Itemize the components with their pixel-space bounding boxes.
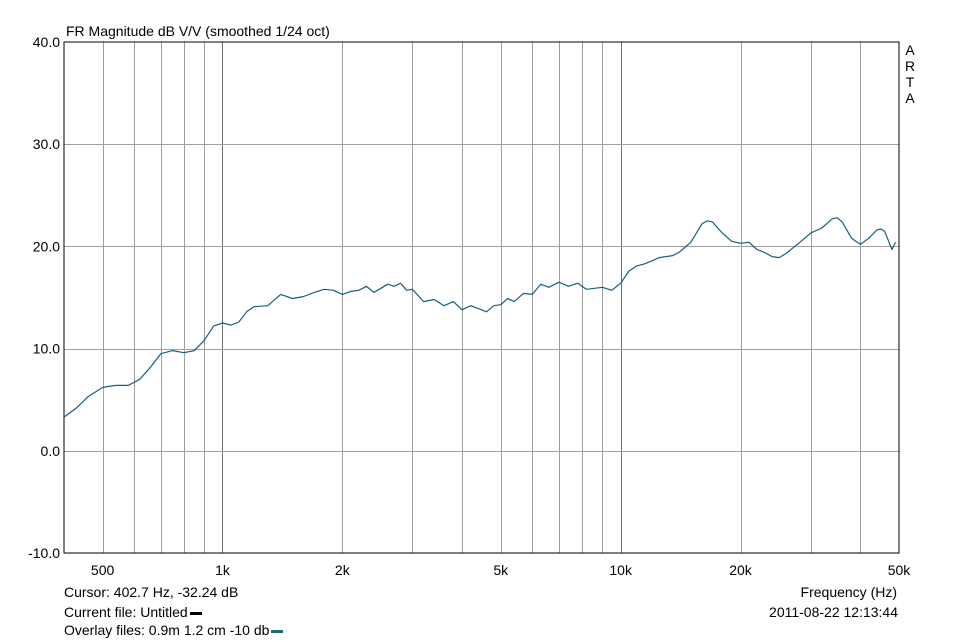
overlay-files-info: Overlay files: 0.9m 1.2 cm -10 db [64, 622, 284, 638]
y-axis-ticks: -10.0 0.0 10.0 20.0 30.0 40.0 [28, 34, 60, 561]
x-tick-label: 500 [91, 562, 115, 578]
x-tick-label: 5k [493, 562, 509, 578]
x-tick-label: 1k [215, 562, 231, 578]
y-tick-label: -10.0 [28, 545, 60, 561]
y-tick-label: 0.0 [41, 443, 61, 459]
timestamp: 2011-08-22 12:13:44 [769, 604, 898, 620]
x-axis-label: Frequency (Hz) [801, 584, 897, 600]
y-tick-label: 30.0 [33, 136, 60, 152]
x-tick-label: 2k [335, 562, 351, 578]
plot-frame [63, 41, 900, 554]
brand-letter: R [904, 58, 916, 74]
brand-letter: A [905, 90, 915, 106]
overlay-file-swatch [271, 629, 284, 633]
brand-letter: A [905, 42, 915, 58]
y-tick-label: 10.0 [33, 341, 60, 357]
current-file-label: Current file: Untitled [64, 604, 188, 620]
grid [64, 42, 899, 553]
cursor-readout: Cursor: 402.7 Hz, -32.24 dB [64, 584, 239, 600]
brand-logo: A R T A [904, 42, 916, 106]
x-axis-ticks: 500 1k 2k 5k 10k 20k 50k [91, 562, 911, 578]
overlay-files-label: Overlay files: 0.9m 1.2 cm -10 db [64, 622, 270, 638]
x-tick-label: 10k [609, 562, 633, 578]
brand-letter: T [905, 74, 915, 90]
y-tick-label: 40.0 [33, 34, 60, 50]
x-tick-label: 20k [729, 562, 753, 578]
chart-title: FR Magnitude dB V/V (smoothed 1/24 oct) [66, 23, 330, 39]
current-file-info: Current file: Untitled [64, 604, 202, 620]
current-file-swatch [189, 611, 202, 615]
series-line [63, 217, 897, 418]
x-tick-label: 50k [888, 562, 912, 578]
y-tick-label: 20.0 [33, 238, 60, 254]
series-layer [63, 217, 897, 418]
